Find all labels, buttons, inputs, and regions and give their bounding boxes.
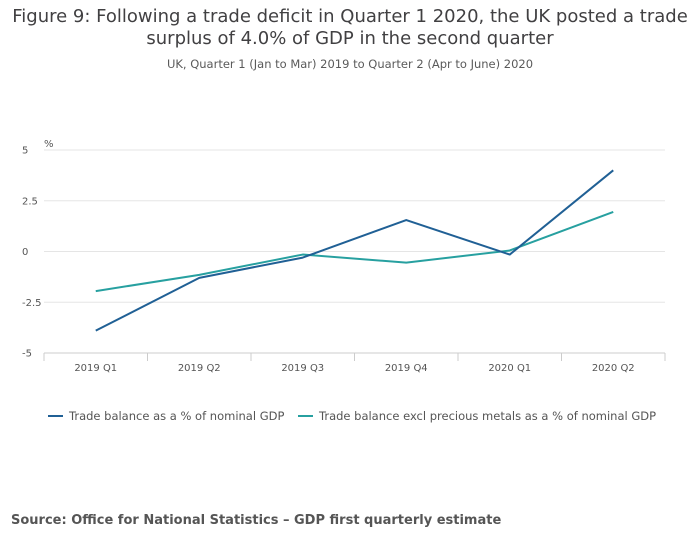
series-line-2	[95, 210, 614, 293]
x-tick-label: 2020 Q2	[592, 363, 635, 374]
x-axis: 2019 Q1 2019 Q2 2019 Q3 2019 Q4 2020 Q1 2020 …	[43, 352, 666, 374]
y-tick-label: 2.5	[22, 196, 38, 207]
chart-title: Figure 9: Following a trade deficit in Q…	[12, 6, 688, 49]
y-tick-label: -2.5	[22, 298, 42, 309]
series-lines	[95, 169, 614, 332]
x-tick-label: 2019 Q2	[178, 363, 221, 374]
series-line-1	[95, 169, 614, 332]
y-tick-label: -5	[22, 349, 32, 360]
y-tick-label: 0	[22, 247, 28, 258]
x-tick-label: 2019 Q4	[385, 363, 428, 374]
legend-label: Trade balance excl precious metals as a …	[318, 409, 656, 423]
x-tick-label: 2020 Q1	[488, 363, 531, 374]
legend-label: Trade balance as a % of nominal GDP	[68, 409, 284, 423]
y-axis-ticks: 5 2.5 0 -2.5 -5	[22, 146, 42, 360]
y-tick-label: 5	[22, 146, 28, 157]
gridlines	[44, 149, 665, 303]
legend: Trade balance as a % of nominal GDP Trade…	[48, 409, 656, 423]
source-note: Source: Office for National Statistics –…	[11, 513, 502, 528]
x-tick-label: 2019 Q1	[74, 363, 117, 374]
y-axis-unit-label: %	[44, 139, 54, 150]
chart-subtitle: UK, Quarter 1 (Jan to Mar) 2019 to Quart…	[166, 57, 534, 71]
x-tick-label: 2019 Q3	[281, 363, 324, 374]
